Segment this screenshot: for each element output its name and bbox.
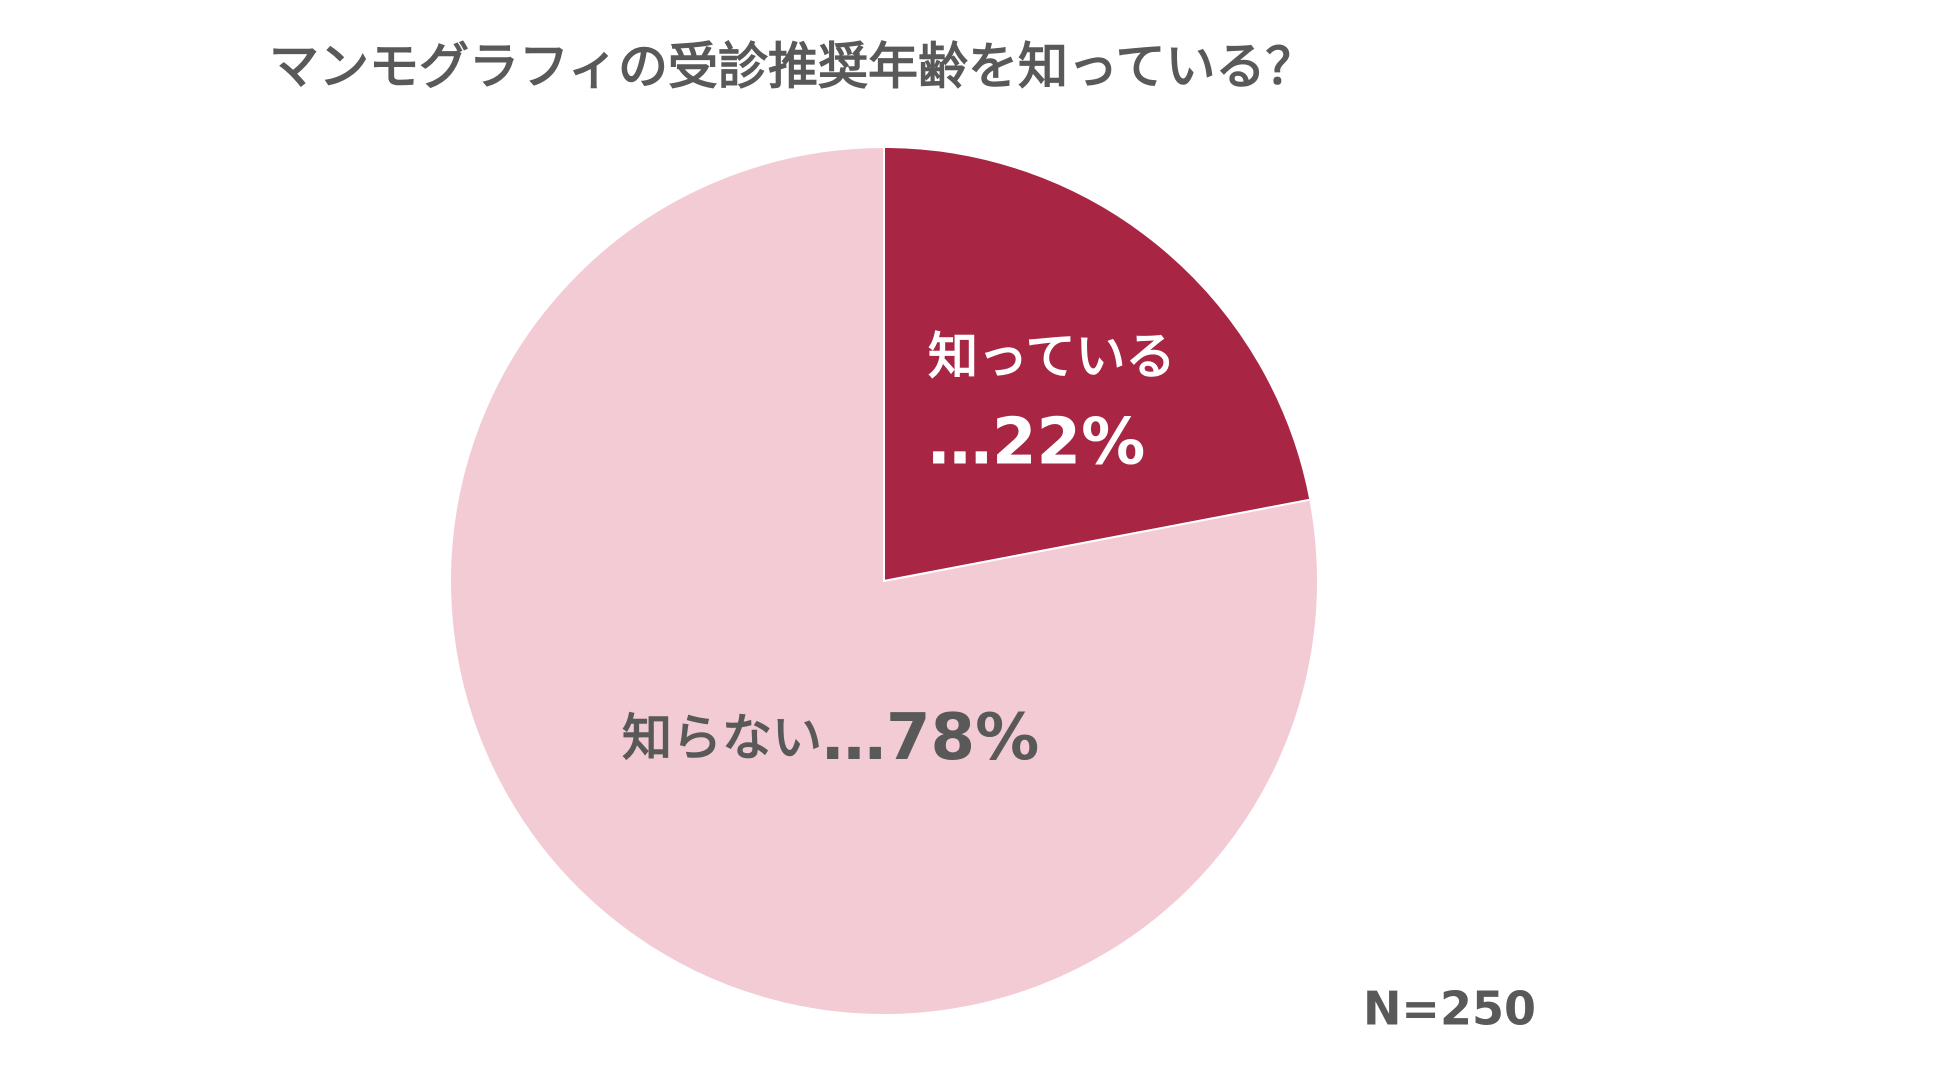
value-label: …78% [822, 701, 1039, 775]
pie-slice [449, 145, 1319, 1016]
chart-title: マンモグラフィの受診推奨年齢を知っている？ [269, 38, 1316, 96]
annotation: N=250 [1363, 982, 1536, 1036]
slice-label: 知っている [928, 328, 1176, 386]
value-label: …22% [928, 406, 1145, 480]
category-label: 知らない [622, 709, 822, 767]
pie-slice [883, 145, 1312, 583]
slice-label: 知らない…78% [622, 701, 1039, 775]
